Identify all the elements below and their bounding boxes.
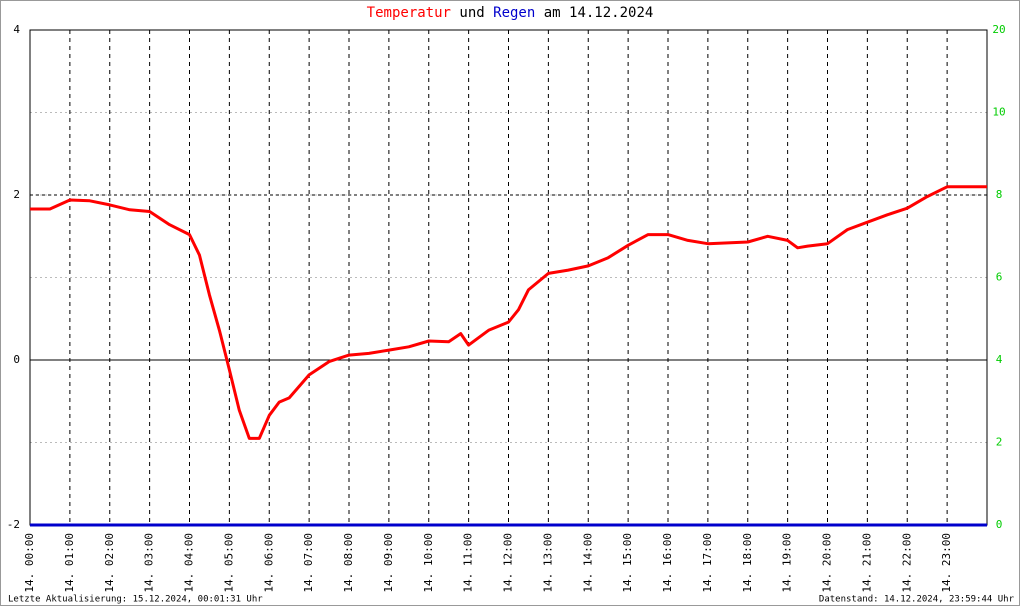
- y2-top-label: 20: [992, 23, 1005, 36]
- title-temperature: Temperatur: [367, 5, 451, 21]
- x-tick-label: 14. 20:00: [821, 533, 834, 593]
- y-tick-label: -2: [7, 518, 20, 531]
- x-tick-label: 14. 12:00: [502, 533, 515, 593]
- footer-left: Letzte Aktualisierung: 15.12.2024, 00:01…: [8, 595, 263, 605]
- x-tick-label: 14. 13:00: [541, 533, 554, 593]
- y2-tick-label: 10: [992, 106, 1005, 119]
- y2-tick-label: 8: [996, 188, 1003, 201]
- x-tick-label: 14. 02:00: [103, 533, 116, 593]
- x-tick-label: 14. 07:00: [302, 533, 315, 593]
- x-tick-label: 14. 19:00: [781, 533, 794, 593]
- y2-tick-label: 4: [996, 353, 1003, 366]
- x-tick-label: 14. 04:00: [183, 533, 196, 593]
- x-tick-label: 14. 08:00: [342, 533, 355, 593]
- y2-tick-label: 2: [996, 436, 1003, 449]
- title-rain: Regen: [493, 5, 535, 21]
- y-tick-label: 2: [13, 188, 20, 201]
- x-tick-label: 14. 21:00: [860, 533, 873, 593]
- x-tick-label: 14. 15:00: [621, 533, 634, 593]
- footer-right: Datenstand: 14.12.2024, 23:59:44 Uhr: [819, 595, 1015, 605]
- x-tick-label: 14. 23:00: [940, 533, 953, 593]
- y2-tick-label: 6: [996, 271, 1003, 284]
- y-tick-label: 4: [13, 23, 20, 36]
- temperature-line: [30, 185, 987, 440]
- title-and: und: [459, 5, 484, 21]
- x-tick-label: 14. 01:00: [63, 533, 76, 593]
- x-tick-label: 14. 17:00: [701, 533, 714, 593]
- y2-tick-label: 0: [996, 518, 1003, 531]
- x-tick-label: 14. 18:00: [741, 533, 754, 593]
- chart-title: Temperatur und Regen am 14.12.2024: [367, 5, 654, 21]
- x-tick-label: 14. 10:00: [422, 533, 435, 593]
- x-tick-label: 14. 05:00: [222, 533, 235, 593]
- x-tick-label: 14. 03:00: [143, 533, 156, 593]
- title-date: am 14.12.2024: [544, 5, 654, 21]
- x-tick-label: 14. 14:00: [581, 533, 594, 593]
- x-tick-label: 14. 06:00: [262, 533, 275, 593]
- x-tick-label: 14. 09:00: [382, 533, 395, 593]
- x-tick-label: 14. 00:00: [23, 533, 36, 593]
- x-tick-label: 14. 11:00: [462, 533, 475, 593]
- y-tick-label: 0: [13, 353, 20, 366]
- x-tick-label: 14. 16:00: [661, 533, 674, 593]
- x-tick-label: 14. 22:00: [900, 533, 913, 593]
